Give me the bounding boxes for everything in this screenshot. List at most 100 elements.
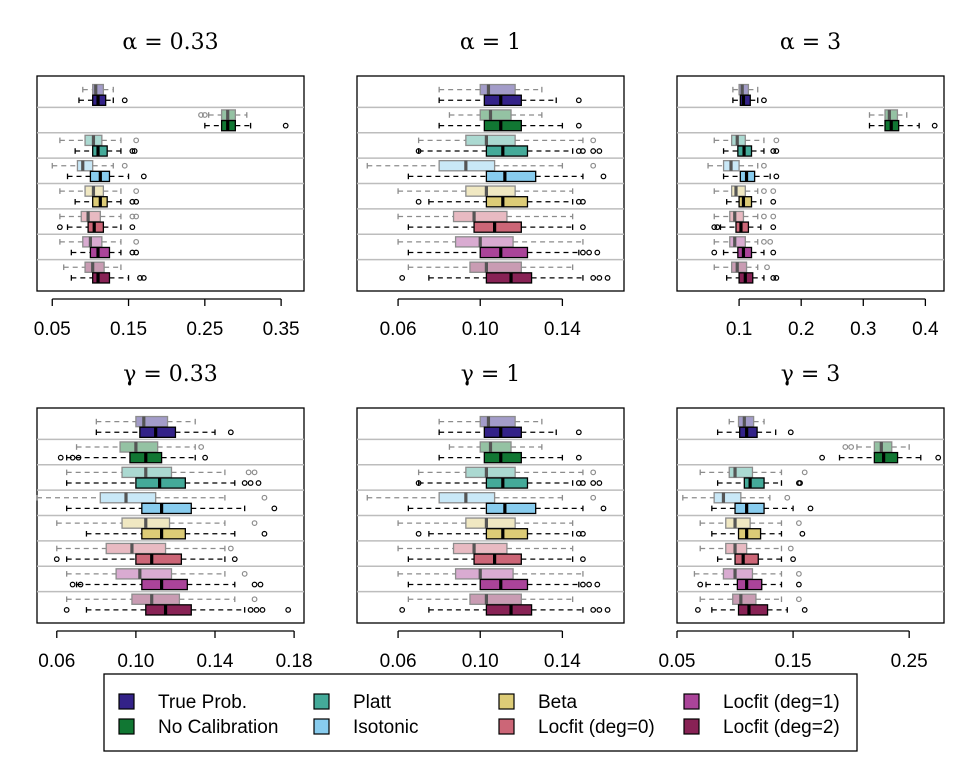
- legend-swatch: [683, 718, 700, 735]
- box-iqr: [454, 236, 514, 248]
- box-iqr: [89, 246, 111, 259]
- legend: True Prob. No Calibration Platt Isotonic Bet…: [103, 673, 858, 752]
- outlier-point: [255, 480, 262, 486]
- outlier-point: [251, 596, 258, 603]
- outlier-point: [129, 224, 136, 231]
- outlier-point: [790, 556, 796, 563]
- x-tick-label: 0.05: [659, 651, 696, 672]
- outlier-point: [133, 249, 140, 256]
- box-group-0: [438, 83, 582, 106]
- panel-0: α = 0.33 0.05 0.15 0.25 0.35: [34, 30, 305, 340]
- box-iqr: [452, 542, 508, 555]
- outlier-point: [251, 469, 258, 476]
- box-group-4: [397, 185, 586, 208]
- x-tick-label: 0.35: [263, 319, 300, 340]
- outlier-point: [415, 480, 422, 486]
- box-iqr: [483, 94, 522, 106]
- legend-swatch: [683, 693, 700, 710]
- outlier-point: [271, 505, 278, 512]
- legend-swatch: [498, 693, 515, 710]
- box-iqr: [135, 553, 183, 565]
- outlier-point: [399, 606, 406, 613]
- outlier-point: [799, 530, 806, 537]
- panel-2: α = 3 0.1 0.2 0.3 0.4: [676, 30, 945, 340]
- box-iqr: [80, 210, 101, 223]
- box-iqr: [452, 210, 508, 223]
- outlier-point: [285, 606, 292, 613]
- outlier-point: [697, 581, 704, 588]
- outlier-point: [714, 224, 721, 231]
- box-group-1: [819, 441, 942, 464]
- outlier-point: [129, 213, 136, 220]
- box-iqr: [76, 160, 94, 172]
- outlier-point: [770, 148, 777, 154]
- box-group-1: [438, 441, 582, 464]
- outlier-point: [251, 520, 258, 527]
- box-iqr: [141, 578, 188, 591]
- outlier-point: [580, 556, 586, 563]
- outlier-point: [694, 606, 701, 613]
- legend-label: Beta: [538, 692, 578, 713]
- outlier-point: [133, 188, 140, 195]
- outlier-point: [590, 137, 597, 144]
- outlier-point: [580, 198, 586, 205]
- outlier-point: [261, 530, 268, 537]
- box-iqr: [483, 451, 522, 464]
- outlier-point: [121, 97, 128, 104]
- outlier-point: [580, 480, 586, 486]
- legend-label: Platt: [353, 692, 392, 713]
- outlier-point: [770, 213, 777, 220]
- x-tick-label: 0.2: [788, 319, 814, 340]
- box-iqr: [713, 492, 742, 504]
- outlier-point: [711, 249, 718, 256]
- box-group-2: [415, 134, 603, 157]
- box-iqr: [92, 272, 111, 284]
- outlier-point: [131, 148, 138, 154]
- outlier-point: [842, 444, 849, 450]
- box-iqr: [739, 94, 751, 106]
- outlier-point: [245, 469, 252, 476]
- legend-swatch: [498, 718, 515, 735]
- box-group-3: [707, 160, 780, 183]
- outlier-point: [201, 112, 208, 118]
- outlier-point: [773, 148, 780, 154]
- box-iqr: [729, 210, 745, 223]
- outlier-point: [711, 224, 718, 231]
- outlier-point: [140, 274, 147, 281]
- box-iqr: [873, 441, 893, 453]
- outlier-point: [600, 173, 607, 180]
- box-group-6: [397, 568, 601, 591]
- x-tick-label: 0.18: [276, 651, 313, 672]
- box-group-5: [53, 542, 238, 565]
- outlier-point: [596, 274, 603, 281]
- outlier-point: [282, 122, 289, 129]
- outlier-point: [580, 249, 586, 256]
- box-iqr: [479, 415, 516, 428]
- outlier-point: [251, 581, 258, 588]
- box-group-3: [36, 492, 278, 515]
- box-group-3: [682, 492, 814, 515]
- box-iqr: [454, 568, 514, 580]
- outlier-point: [247, 480, 254, 486]
- outlier-point: [767, 238, 774, 245]
- outlier-point: [761, 97, 767, 104]
- outlier-point: [773, 274, 780, 281]
- box-iqr: [873, 451, 899, 464]
- box-iqr: [485, 170, 537, 183]
- outlier-point: [590, 480, 597, 486]
- outlier-point: [575, 97, 582, 104]
- outlier-point: [140, 173, 147, 180]
- outlier-point: [600, 505, 607, 512]
- outlier-point: [773, 173, 780, 180]
- box-iqr: [465, 466, 516, 479]
- box-iqr: [730, 261, 748, 273]
- outlier-point: [787, 429, 794, 436]
- outlier-point: [590, 148, 597, 154]
- outlier-point: [253, 606, 260, 613]
- outlier-point: [596, 606, 603, 613]
- box-iqr: [479, 83, 516, 96]
- outlier-point: [227, 545, 234, 552]
- outlier-point: [133, 137, 140, 144]
- x-tick-label: 0.14: [544, 319, 581, 340]
- x-tick-label: 0.25: [891, 651, 928, 672]
